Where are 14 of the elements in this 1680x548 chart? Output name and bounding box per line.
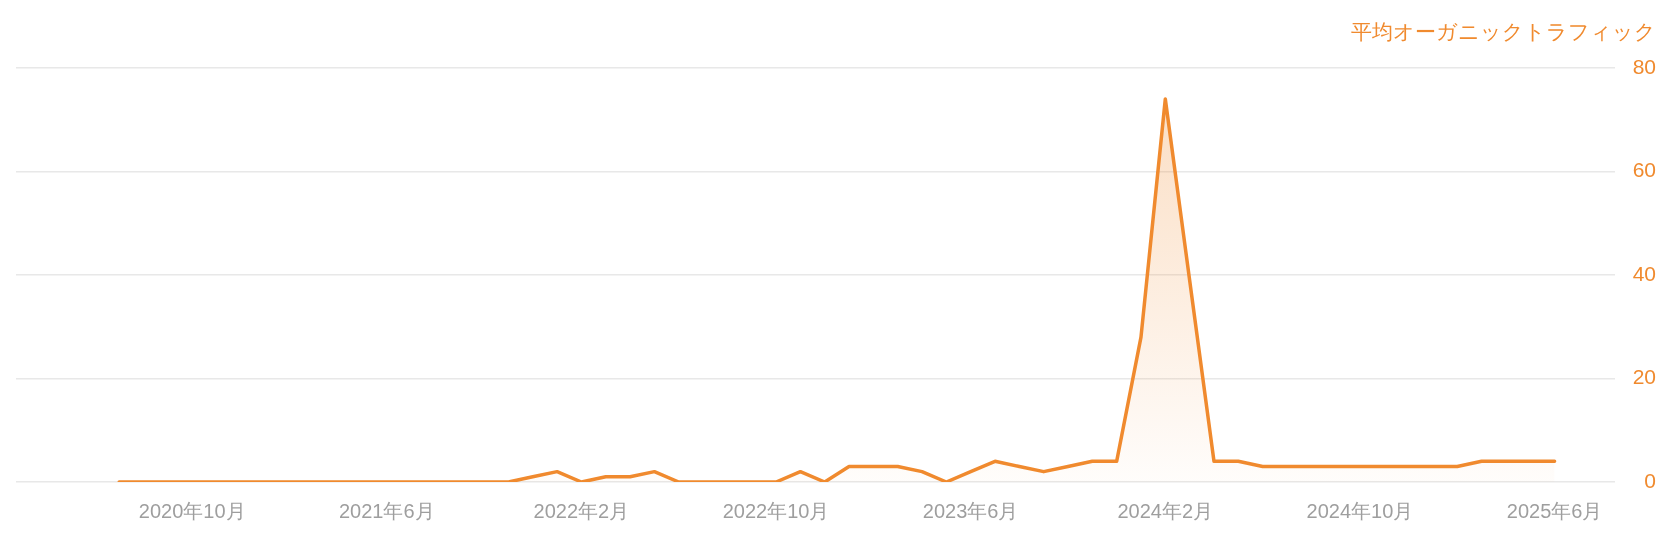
x-tick-label: 2024年2月 xyxy=(1117,499,1214,522)
y-tick-label: 20 xyxy=(1632,365,1656,389)
x-tick-label: 2022年10月 xyxy=(722,499,830,522)
x-tick-label: 2022年2月 xyxy=(533,499,630,522)
x-tick-label: 2025年6月 xyxy=(1506,499,1603,522)
x-tick-label: 2023年6月 xyxy=(922,499,1019,522)
x-tick-label: 2021年6月 xyxy=(338,499,435,522)
x-tick-label: 2024年10月 xyxy=(1306,499,1414,522)
x-tick-label: 2020年10月 xyxy=(138,499,246,522)
y-tick-label: 60 xyxy=(1632,158,1656,182)
y-tick-label: 40 xyxy=(1632,261,1656,285)
y-axis-title: 平均オーガニックトラフィック xyxy=(1351,19,1656,43)
y-tick-label: 80 xyxy=(1632,54,1656,78)
y-tick-label: 0 xyxy=(1644,468,1656,492)
